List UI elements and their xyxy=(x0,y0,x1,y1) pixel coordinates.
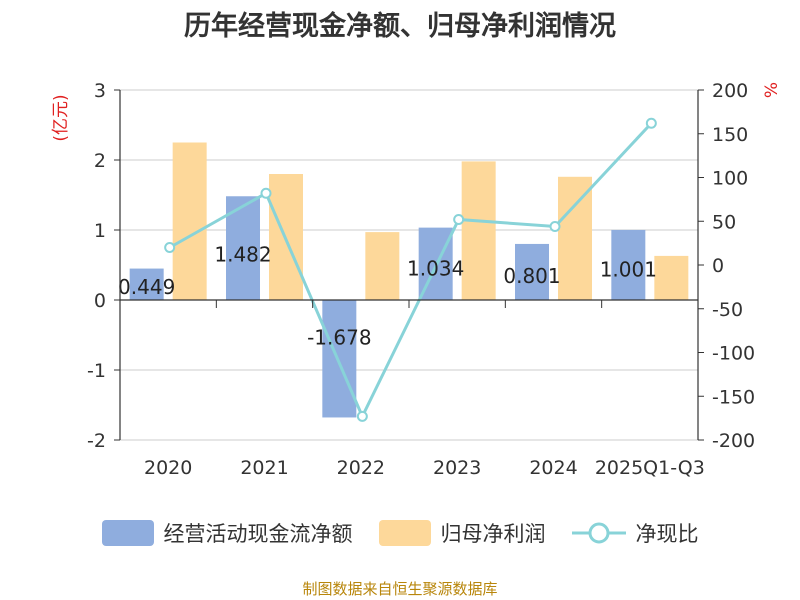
ratio-point xyxy=(549,221,561,232)
axes: 3 2 1 0 -1 -2 200 150 100 50 0 -50 -100 -150 -200 2020 2… xyxy=(51,80,782,479)
legend-swatch-cashflow xyxy=(101,520,154,546)
left-tick-label: -2 xyxy=(87,430,106,452)
legend-item-profit[interactable]: 归母净利润 xyxy=(378,518,546,548)
legend: 经营活动现金流净额 归母净利润 净现比 xyxy=(0,518,800,548)
legend-item-cashflow[interactable]: 经营活动现金流净额 xyxy=(101,518,353,548)
ratio-point xyxy=(356,410,368,422)
category-label: 2021 xyxy=(240,457,288,479)
right-tick-label: -150 xyxy=(712,386,755,408)
ratio-line xyxy=(164,117,657,422)
chart-canvas: 0.449 1.482 -1.678 1.034 0.801 1.001 3 2 1 0 -1 -2… xyxy=(51,80,782,479)
bar-cashflow xyxy=(322,300,357,418)
data-label-cashflow: 1.034 xyxy=(407,256,464,280)
left-tick-label: 0 xyxy=(94,290,106,312)
data-label-cashflow: 1.001 xyxy=(600,257,657,281)
category-label: 2020 xyxy=(144,457,192,479)
legend-label-profit: 归母净利润 xyxy=(440,522,546,546)
right-tick-label: 200 xyxy=(712,80,748,102)
bar-profit xyxy=(365,232,400,300)
legend-line-icon xyxy=(571,522,626,544)
data-label-cashflow: 1.482 xyxy=(214,242,271,266)
bar-profit xyxy=(172,142,207,300)
category-label: 2024 xyxy=(529,457,577,479)
right-tick-label: 100 xyxy=(712,168,748,190)
chart-title: 历年经营现金净额、归母净利润情况 xyxy=(184,11,616,42)
right-tick-label: -50 xyxy=(712,299,743,321)
legend-label-ratio: 净现比 xyxy=(635,522,699,546)
category-label: 2023 xyxy=(433,457,481,479)
left-tick-label: 2 xyxy=(94,150,106,172)
legend-swatch-profit xyxy=(378,520,431,546)
bar-cashflow xyxy=(611,229,646,300)
right-tick-label: -100 xyxy=(712,343,755,365)
ratio-series-line xyxy=(168,122,653,420)
category-label: 2025Q1-Q3 xyxy=(595,457,705,479)
data-label-cashflow: 0.449 xyxy=(118,275,175,299)
left-tick-label: -1 xyxy=(87,360,106,382)
category-label: 2022 xyxy=(337,457,385,479)
legend-label-cashflow: 经营活动现金流净额 xyxy=(163,522,353,546)
left-tick-label: 3 xyxy=(94,80,106,102)
right-tick-label: 50 xyxy=(712,211,736,233)
right-tick-label: -200 xyxy=(712,430,755,452)
ratio-point xyxy=(260,187,272,199)
legend-item-ratio[interactable]: 净现比 xyxy=(571,518,699,548)
left-axis-unit: (亿元) xyxy=(51,94,71,141)
data-label-cashflow: -1.678 xyxy=(307,326,371,350)
bar-profit xyxy=(461,161,496,300)
bar-profit xyxy=(654,255,689,300)
left-tick-label: 1 xyxy=(94,220,106,242)
bar-marks xyxy=(129,142,689,418)
data-labels: 0.449 1.482 -1.678 1.034 0.801 1.001 xyxy=(118,242,657,349)
ratio-point xyxy=(645,117,657,129)
bar-profit xyxy=(558,176,592,300)
right-axis-unit: % xyxy=(762,82,782,98)
right-tick-label: 150 xyxy=(712,124,748,146)
bar-cashflow xyxy=(515,243,549,300)
ratio-point xyxy=(164,242,176,253)
source-note: 制图数据来自恒生聚源数据库 xyxy=(302,580,498,598)
data-label-cashflow: 0.801 xyxy=(503,264,560,288)
right-tick-label: 0 xyxy=(712,255,724,277)
bar-cashflow xyxy=(129,268,164,300)
ratio-point xyxy=(453,214,465,225)
